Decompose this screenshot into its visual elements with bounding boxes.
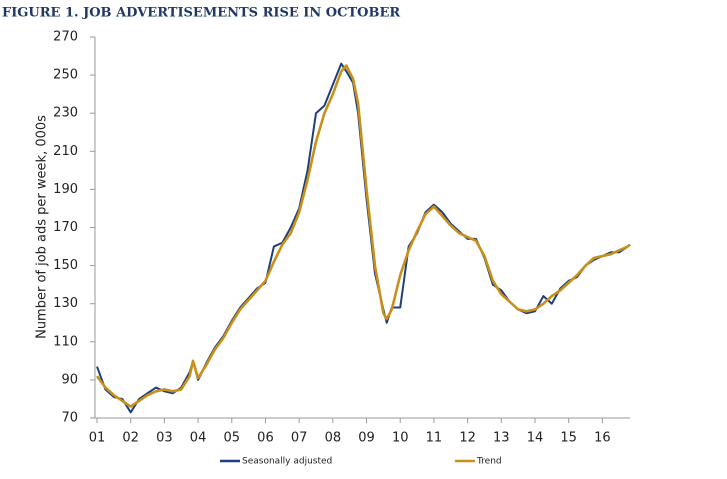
- y-axis-label: Number of job ads per week, 000s: [35, 115, 50, 339]
- x-tick-label: 14: [527, 431, 544, 446]
- x-tick-label: 06: [257, 431, 274, 446]
- x-tick-label: 09: [358, 431, 375, 446]
- x-tick-label: 15: [560, 431, 577, 446]
- x-tick-label: 11: [426, 431, 443, 446]
- x-tick-label: 10: [392, 431, 409, 446]
- y-tick-label: 230: [53, 106, 78, 121]
- y-tick-label: 110: [53, 334, 78, 349]
- legend-label: Seasonally adjusted: [242, 457, 332, 467]
- y-tick-label: 250: [53, 68, 78, 83]
- x-tick-label: 12: [459, 431, 476, 446]
- y-tick-label: 190: [53, 182, 78, 197]
- x-tick-label: 04: [190, 431, 207, 446]
- x-tick-label: 01: [89, 431, 106, 446]
- x-tick-label: 05: [223, 431, 240, 446]
- legend-label: Trend: [476, 457, 502, 467]
- x-tick-label: 08: [325, 431, 342, 446]
- x-tick-label: 16: [594, 431, 611, 446]
- y-tick-label: 210: [53, 144, 78, 159]
- y-tick-label: 170: [53, 220, 78, 235]
- y-tick-label: 130: [53, 296, 78, 311]
- series-line: [95, 64, 631, 408]
- y-tick-label: 70: [61, 411, 78, 426]
- chart-title: FIGURE 1. JOB ADVERTISEMENTS RISE IN OCT…: [2, 6, 400, 21]
- series-line: [96, 62, 631, 414]
- y-tick-label: 90: [61, 372, 78, 387]
- x-tick-label: 02: [122, 431, 139, 446]
- y-tick-label: 150: [53, 258, 78, 273]
- y-tick-label: 270: [53, 30, 78, 45]
- x-tick-label: 07: [291, 431, 308, 446]
- x-tick-label: 13: [493, 431, 510, 446]
- x-tick-label: 03: [156, 431, 173, 446]
